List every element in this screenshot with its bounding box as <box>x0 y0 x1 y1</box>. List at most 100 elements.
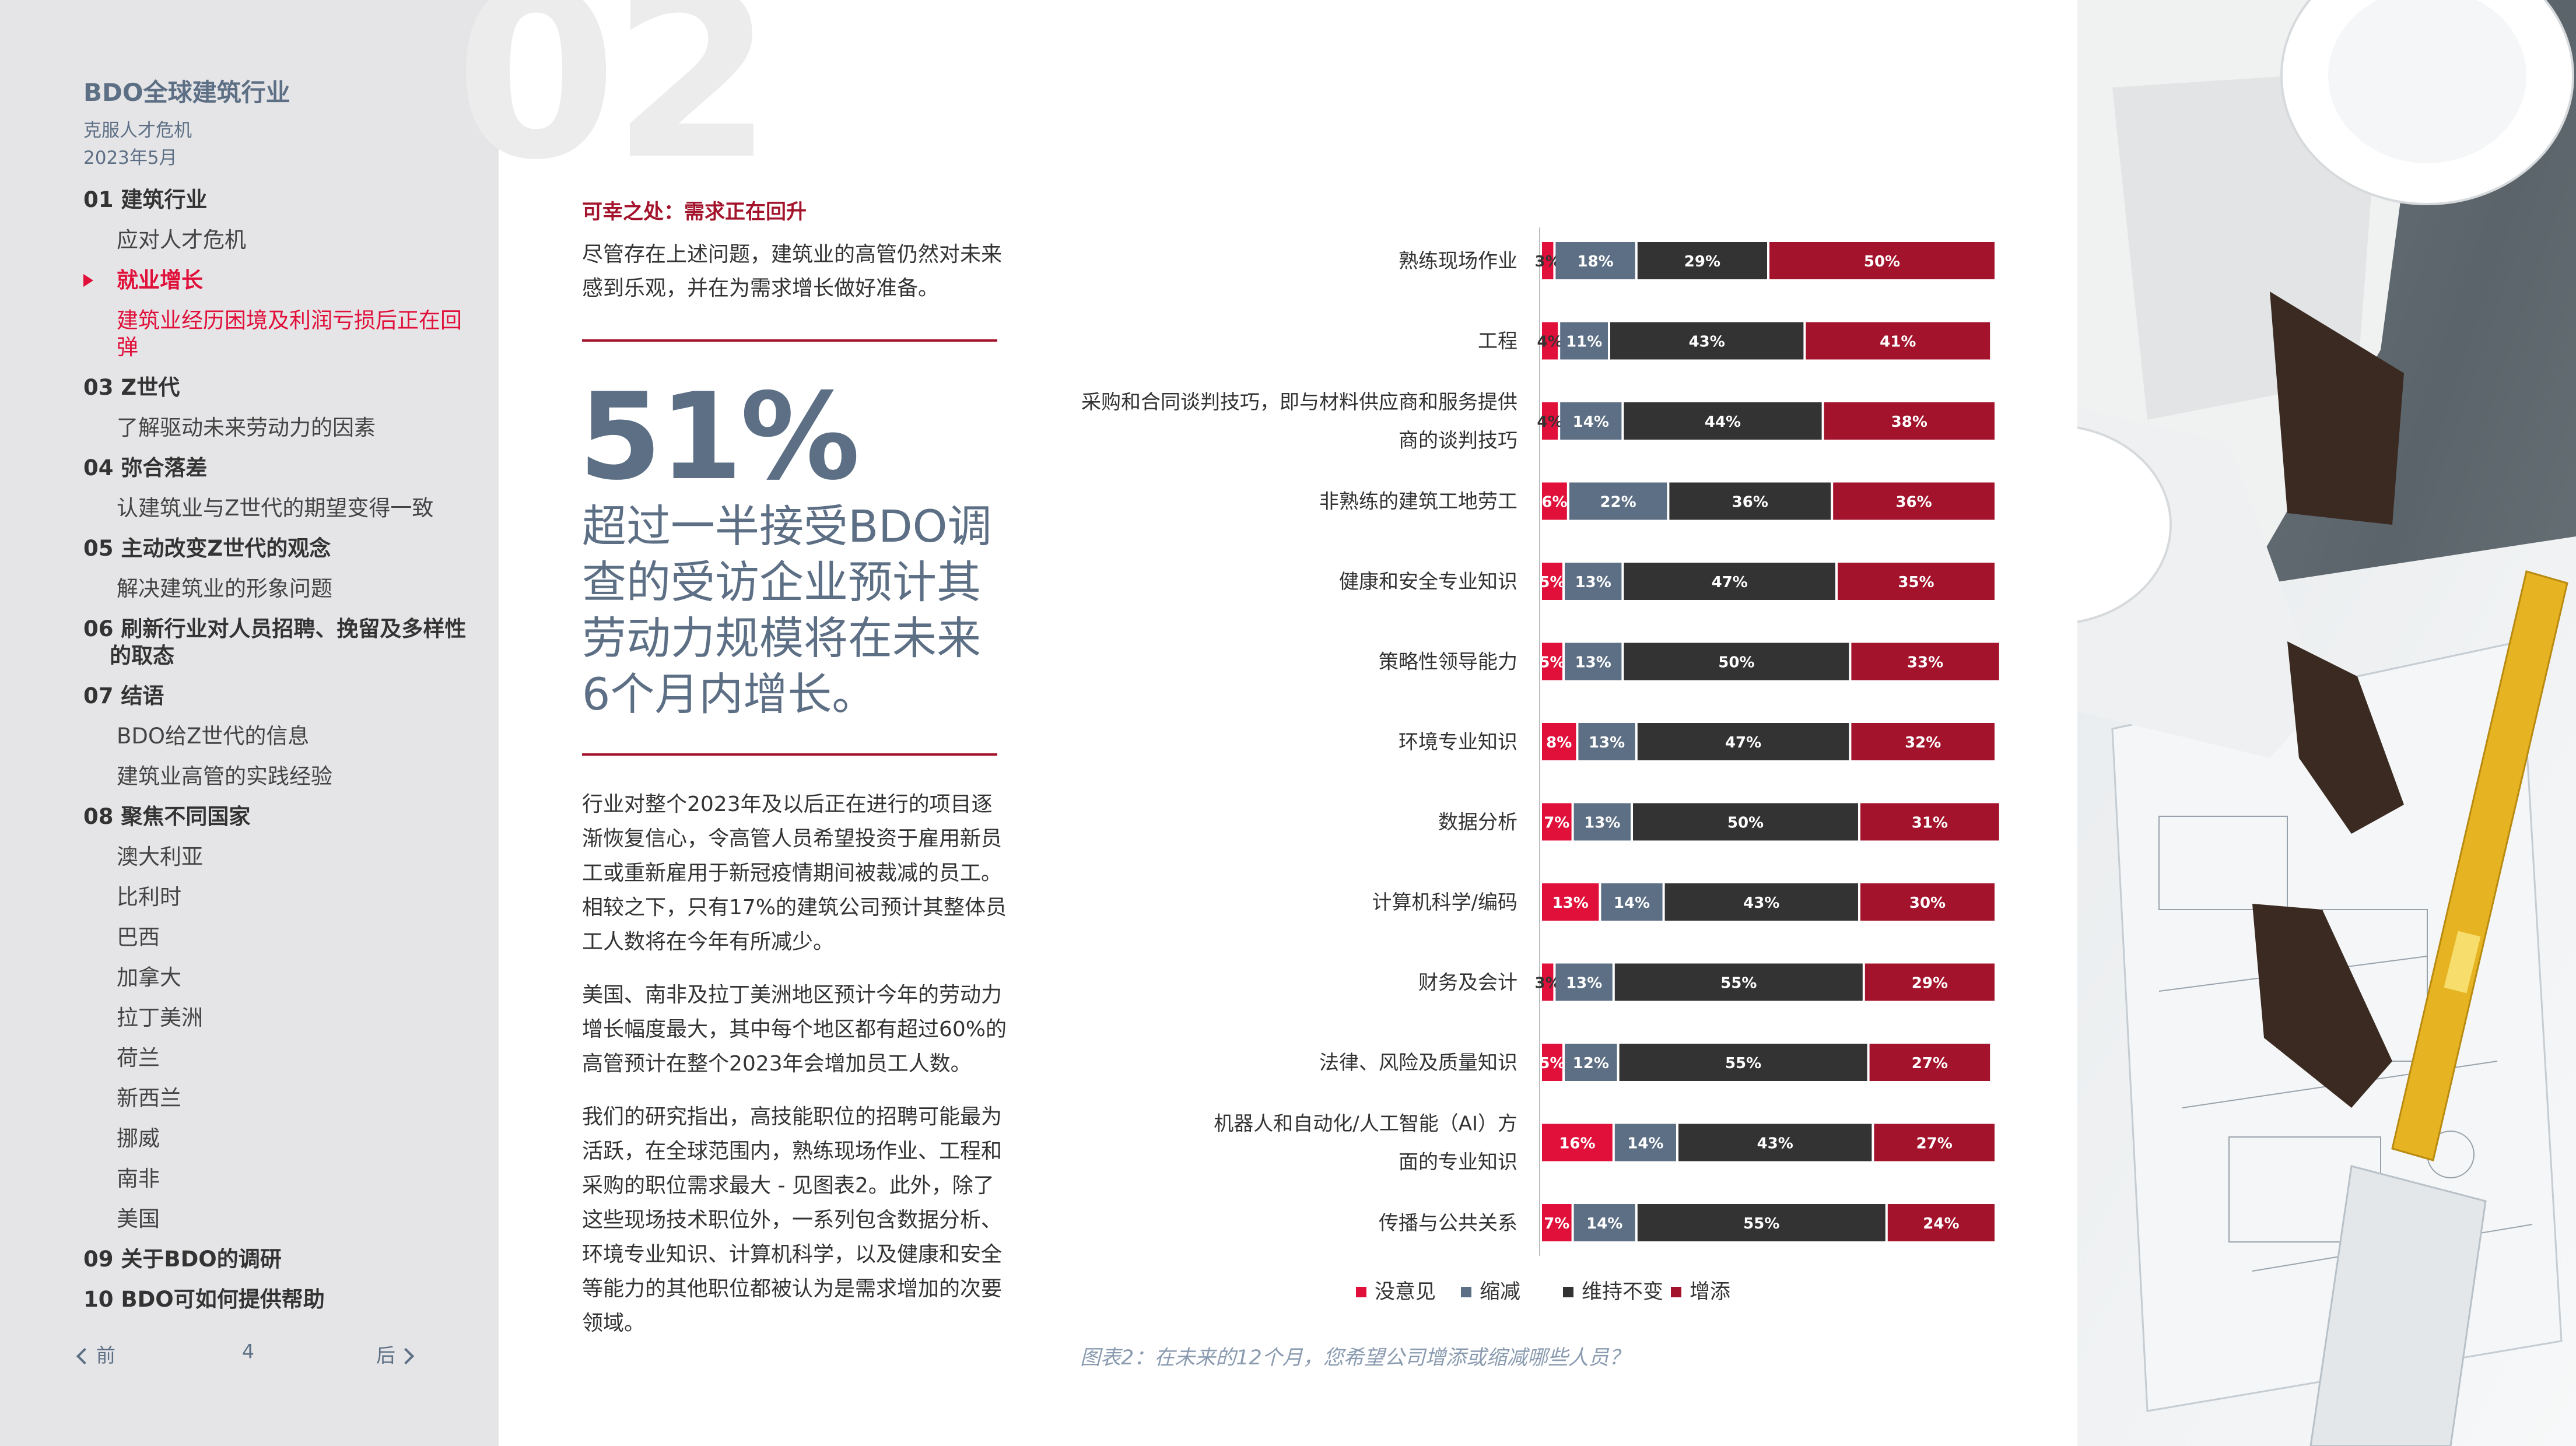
prev-label: 前 <box>96 1344 115 1367</box>
chart-bar-segment <box>1578 723 1635 760</box>
brand-title: BDO全球建筑行业 <box>83 78 290 107</box>
toc-section-link[interactable]: 04 弥合落差 <box>83 455 468 482</box>
section-subhead: 可幸之处：需求正在回升 <box>582 201 807 224</box>
toc-subsection-link[interactable]: 应对人才危机 <box>83 227 468 254</box>
chart-data-label: 13% <box>1575 654 1611 672</box>
chart-bar-segment <box>1633 803 1858 841</box>
chart-data-label: 43% <box>1689 334 1725 351</box>
toc-subsection-link[interactable]: 认建筑业与Z世代的期望变得一致 <box>83 495 468 522</box>
chart-bar-segment <box>1806 322 1990 360</box>
stacked-bar-chart: 熟练现场作业 3% 18% 29% 50% 工程 4% 11% 43% 41% 采购和合同谈判技巧，… <box>1038 210 2006 1329</box>
toc-subsection-link[interactable]: 加拿大 <box>83 964 468 991</box>
chart-bar-segment <box>1542 322 1558 360</box>
chart-bar-segment <box>1624 643 1849 680</box>
table-of-contents: 01 建筑行业应对人才危机 就业增长建筑业经历困境及利润亏损后正在回弹 03 Z世代… <box>83 187 468 1326</box>
chart-data-label: 55% <box>1720 975 1757 992</box>
chart-data-label: 41% <box>1880 334 1916 351</box>
chart-data-label: 47% <box>1725 734 1761 752</box>
legend-label: 增添 <box>1690 1280 1730 1304</box>
chart-data-label: 55% <box>1725 1055 1761 1072</box>
toc-subsection-link[interactable]: 荷兰 <box>83 1045 468 1072</box>
toc-section-link[interactable]: 09 关于BDO的调研 <box>83 1246 468 1273</box>
chart-bar-segment <box>1573 803 1631 841</box>
toc-label: 新西兰 <box>117 1086 181 1111</box>
toc-label: 05 主动改变Z世代的观念 <box>83 536 331 561</box>
chart-data-label: 14% <box>1614 894 1650 912</box>
chart-data-label: 29% <box>1912 975 1948 992</box>
prev-page-button[interactable]: 前 <box>76 1340 115 1368</box>
caret-right-icon <box>83 274 93 287</box>
chart-data-label: 44% <box>1705 413 1741 431</box>
toc-label: 08 聚焦不同国家 <box>83 804 251 829</box>
chart-category-label: 机器人和自动化/人工智能（AI）方面的专业知识 <box>1214 1112 1517 1174</box>
toc-label: 荷兰 <box>117 1045 160 1071</box>
toc-label: 07 结语 <box>83 683 164 708</box>
toc-label: 拉丁美洲 <box>117 1005 203 1030</box>
legend-swatch <box>1671 1287 1681 1297</box>
chart-data-label: 11% <box>1566 334 1602 351</box>
toc-subsection-link[interactable]: BDO给Z世代的信息 <box>83 723 468 750</box>
chart-bar-segment <box>1637 242 1767 279</box>
chart-caption: 图表2：在未来的12个月，您希望公司增添或缩减哪些人员？ <box>1080 1346 1629 1370</box>
sidebar-nav: BDO全球建筑行业 克服人才危机 2023年5月 01 建筑行业 应对人才危机 就业… <box>0 0 499 1446</box>
chart-data-label: 12% <box>1573 1055 1609 1072</box>
chart-data-label: 14% <box>1586 1215 1622 1233</box>
toc-label: 建筑业高管的实践经验 <box>117 764 332 789</box>
toc-subsection-link[interactable]: 挪威 <box>83 1125 468 1152</box>
chart-data-label: 43% <box>1757 1135 1793 1153</box>
chart-data-label: 13% <box>1584 815 1620 832</box>
chart-bar-segment <box>1664 883 1858 921</box>
chart-bar-segment <box>1874 1124 1995 1161</box>
toc-subsection-link[interactable]: 比利时 <box>83 884 468 911</box>
chart-bar-segment <box>1542 563 1562 600</box>
chart-data-label: 5% <box>1539 574 1565 591</box>
chart-bar-segment <box>1601 883 1663 921</box>
chart-bar-segment <box>1624 563 1835 600</box>
toc-section-link[interactable]: 08 聚焦不同国家 <box>83 803 468 830</box>
stat-value: 51% <box>579 368 860 507</box>
toc-subsection-link[interactable]: 新西兰 <box>83 1085 468 1112</box>
toc-label: 解决建筑业的形象问题 <box>117 576 332 601</box>
chart-data-label: 13% <box>1566 975 1602 992</box>
toc-label: 澳大利亚 <box>117 844 203 869</box>
chart-bar-segment <box>1833 482 1995 520</box>
toc-section-link[interactable]: 10 BDO可如何提供帮助 <box>83 1286 468 1313</box>
chart-data-label: 27% <box>1912 1055 1948 1072</box>
chart-data-label: 14% <box>1573 413 1609 431</box>
chart-bar-segment <box>1542 482 1567 520</box>
chevron-right-icon <box>397 1347 415 1365</box>
chart-bar-segment <box>1637 723 1849 760</box>
toc-subsection-link[interactable]: 美国 <box>83 1206 468 1233</box>
toc-subsection-link[interactable]: 巴西 <box>83 924 468 951</box>
toc-section-link[interactable]: 01 建筑行业 <box>83 187 468 213</box>
toc-subsection-link[interactable]: 解决建筑业的形象问题 <box>83 575 468 602</box>
next-label: 后 <box>376 1344 395 1367</box>
body-paragraph: 我们的研究指出，高技能职位的招聘可能最为活跃，在全球范围内，熟练现场作业、工程和… <box>582 1105 1003 1335</box>
toc-subsection-link[interactable]: 南非 <box>83 1166 468 1192</box>
toc-subsection-link[interactable]: 澳大利亚 <box>83 844 468 871</box>
chart-bar-segment <box>1560 322 1608 360</box>
toc-section-link[interactable]: 06 刷新行业对人员招聘、挽留及多样性的取态 <box>83 616 468 669</box>
chart-bar-segment <box>1614 963 1863 1001</box>
chart-data-label: 29% <box>1684 253 1720 271</box>
toc-label: 01 建筑行业 <box>83 187 208 212</box>
toc-subsection-link[interactable]: 建筑业经历困境及利润亏损后正在回弹 <box>83 307 468 361</box>
chart-data-label: 30% <box>1909 894 1946 912</box>
chart-bar-segment <box>1565 643 1622 680</box>
toc-subsection-link[interactable]: 了解驱动未来劳动力的因素 <box>83 415 468 441</box>
chart-category-label: 环境专业知识 <box>1399 731 1517 754</box>
toc-section-link[interactable]: 03 Z世代 <box>83 374 468 401</box>
toc-label: 10 BDO可如何提供帮助 <box>83 1287 325 1312</box>
next-page-button[interactable]: 后 <box>376 1340 415 1368</box>
toc-subsection-link[interactable]: 拉丁美洲 <box>83 1005 468 1031</box>
body-text: 行业对整个2023年及以后正在进行的项目逐渐恢复信心，令高管人员希望投资于雇用新… <box>582 787 1008 1359</box>
report-date: 2023年5月 <box>83 148 177 169</box>
section-number: 02 <box>455 0 774 211</box>
construction-photo-illustration <box>2077 0 2576 1446</box>
chart-bar-segment <box>1542 963 1554 1001</box>
toc-label: 03 Z世代 <box>83 375 180 400</box>
toc-section-link[interactable]: 就业增长 <box>83 267 468 294</box>
toc-section-link[interactable]: 07 结语 <box>83 683 468 710</box>
toc-subsection-link[interactable]: 建筑业高管的实践经验 <box>83 763 468 790</box>
toc-section-link[interactable]: 05 主动改变Z世代的观念 <box>83 535 468 562</box>
